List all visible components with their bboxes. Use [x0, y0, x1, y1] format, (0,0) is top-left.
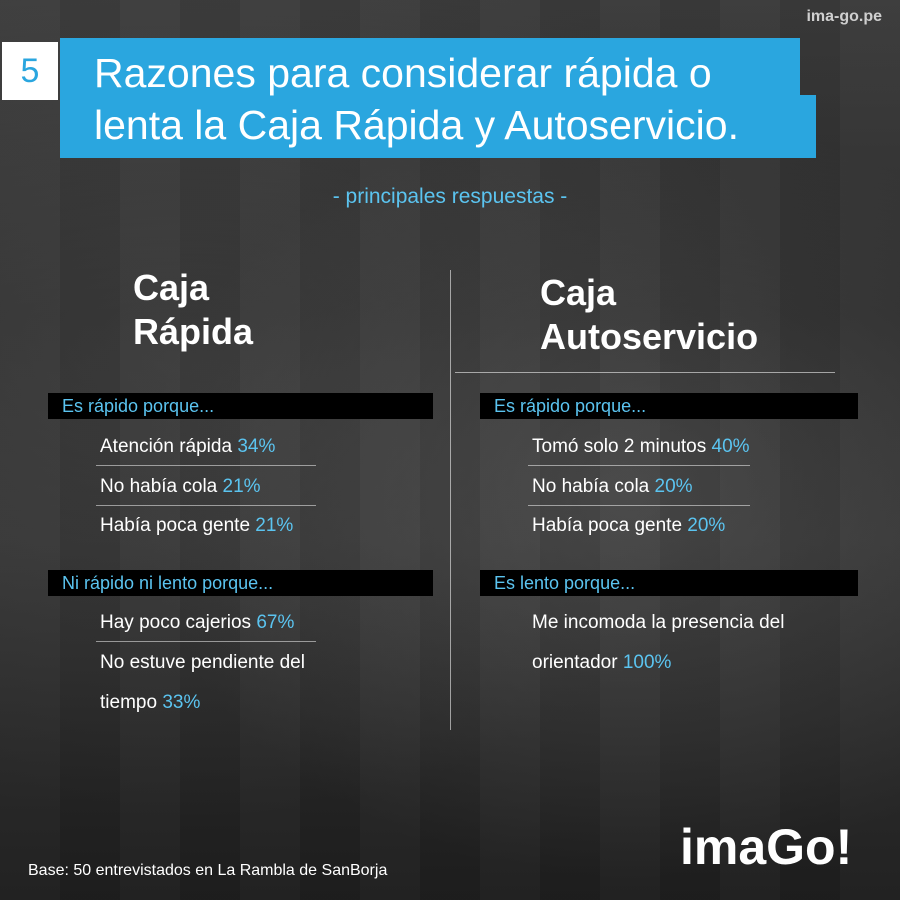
left-item-4-text: Hay poco cajerios	[100, 612, 252, 633]
right-item-4-line-2: orientador 100%	[532, 652, 671, 674]
right-section2-header: Es lento porque...	[480, 570, 858, 596]
footer-base-note: Base: 50 entrevistados en La Rambla de S…	[28, 862, 388, 879]
slide-number: 5	[2, 42, 58, 100]
left-title-line-2: Rápida	[133, 311, 254, 352]
left-section2-header: Ni rápido ni lento porque...	[48, 570, 433, 596]
right-item-3-text: Había poca gente	[532, 515, 683, 536]
right-item-1-pct: 40%	[711, 436, 750, 457]
right-column-title: Caja Autoservicio	[540, 271, 758, 359]
right-item-4-text: orientador	[532, 652, 618, 673]
right-title-line-1: Caja	[540, 272, 617, 313]
left-item-3-text: Había poca gente	[100, 515, 251, 536]
left-item-2-pct: 21%	[222, 476, 261, 497]
left-column-title: Caja Rápida	[133, 266, 253, 354]
logo-text: imaGo!	[680, 819, 852, 875]
right-item-3: Había poca gente 20%	[532, 515, 725, 537]
left-item-3-pct: 21%	[255, 515, 294, 536]
left-section1-header: Es rápido porque...	[48, 393, 433, 419]
right-separator-1	[528, 465, 750, 466]
right-item-2-text: No había cola	[532, 476, 650, 497]
right-item-3-pct: 20%	[687, 515, 726, 536]
column-divider	[450, 270, 451, 730]
left-item-2-text: No había cola	[100, 476, 218, 497]
right-item-2-pct: 20%	[654, 476, 693, 497]
right-item-1: Tomó solo 2 minutos 40%	[532, 436, 750, 458]
left-separator-3	[96, 641, 316, 642]
left-item-1: Atención rápida 34%	[100, 436, 275, 458]
right-title-underline	[455, 372, 835, 373]
imago-logo: imaGo!	[680, 819, 852, 875]
left-item-1-text: Atención rápida	[100, 436, 233, 457]
left-item-5-text: tiempo	[100, 692, 158, 713]
right-item-1-text: Tomó solo 2 minutos	[532, 436, 707, 457]
title-line-1: Razones para considerar rápida o	[94, 50, 712, 96]
left-separator-2	[96, 505, 316, 506]
right-title-line-2: Autoservicio	[540, 316, 759, 357]
left-item-5-pct: 33%	[162, 692, 201, 713]
right-separator-2	[528, 505, 750, 506]
right-item-2: No había cola 20%	[532, 476, 693, 498]
right-item-4-line-1: Me incomoda la presencia del	[532, 612, 785, 633]
left-item-4-pct: 67%	[256, 612, 295, 633]
left-item-2: No había cola 21%	[100, 476, 261, 498]
left-item-3: Había poca gente 21%	[100, 515, 293, 537]
left-item-5-line-1: No estuve pendiente del	[100, 652, 305, 673]
subtitle: - principales respuestas -	[332, 185, 568, 208]
left-item-5-line-2: tiempo 33%	[100, 692, 200, 714]
title-line-2: lenta la Caja Rápida y Autoservicio.	[94, 102, 739, 148]
left-item-4: Hay poco cajerios 67%	[100, 612, 294, 634]
left-separator-1	[96, 465, 316, 466]
right-item-4-pct: 100%	[622, 652, 672, 673]
right-section1-header: Es rápido porque...	[480, 393, 858, 419]
site-url: ima-go.pe	[806, 8, 882, 25]
left-title-line-1: Caja	[133, 267, 210, 308]
title-box: Razones para considerar rápida o lenta l…	[60, 38, 800, 158]
left-item-1-pct: 34%	[237, 436, 276, 457]
